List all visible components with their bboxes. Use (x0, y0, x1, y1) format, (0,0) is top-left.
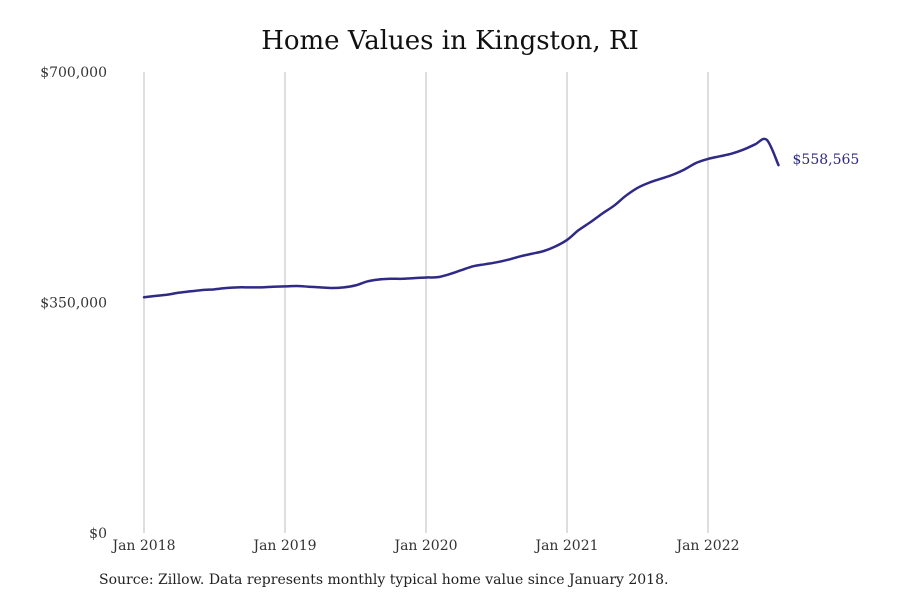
y-tick-label: $350,000 (40, 296, 107, 312)
grid-layer (143, 72, 709, 533)
series-line (142, 137, 780, 299)
x-tick-label: Jan 2020 (392, 538, 457, 554)
y-tick-label: $700,000 (40, 65, 107, 81)
x-tick-label: Jan 2022 (674, 538, 739, 554)
y-axis-ticks: $0 $350,000 $700,000 (40, 65, 107, 542)
source-note: Source: Zillow. Data represents monthly … (99, 572, 669, 588)
end-value-label: $558,565 (793, 152, 860, 168)
chart-title: Home Values in Kingston, RI (261, 26, 639, 56)
x-tick-label: Jan 2019 (251, 538, 316, 554)
y-tick-label: $0 (89, 526, 107, 542)
series-layer (142, 137, 780, 299)
x-tick-label: Jan 2018 (110, 538, 175, 554)
x-axis-ticks: Jan 2018 Jan 2019 Jan 2020 Jan 2021 Jan 2022 (110, 538, 739, 554)
x-tick-label: Jan 2021 (533, 538, 598, 554)
